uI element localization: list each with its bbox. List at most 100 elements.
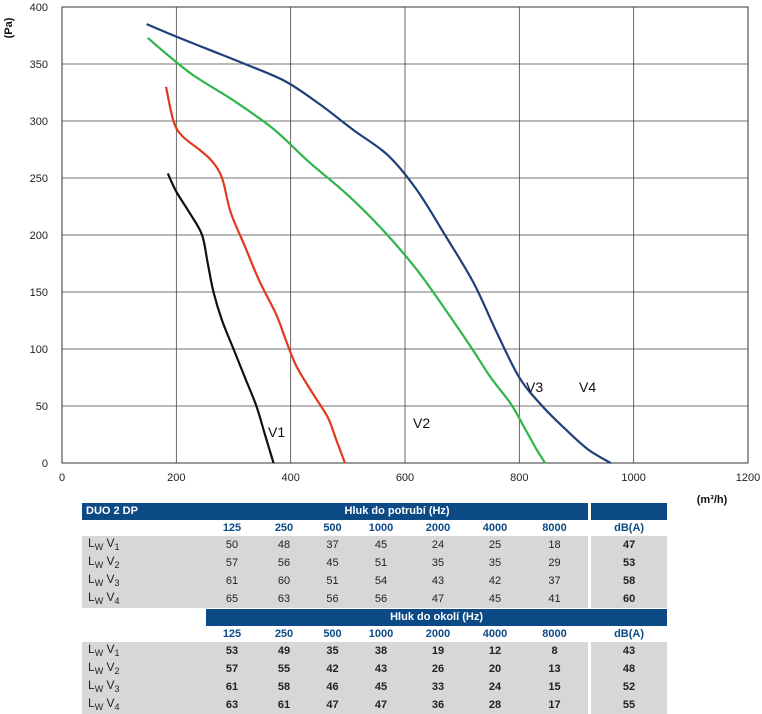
duct-noise-rows: LW V1 50 48 37 45 24 25 18 47 LW V2 57 56 45 51 35 35 29… xyxy=(82,536,668,608)
table-cell: 63 xyxy=(258,590,310,608)
y-tick-label: 200 xyxy=(30,230,48,242)
table-cell: 12 xyxy=(469,642,521,660)
performance-curves xyxy=(146,23,612,464)
table-cell: 41 xyxy=(521,590,589,608)
total-cell: 52 xyxy=(591,678,668,696)
freq-header: 1000 xyxy=(368,628,394,640)
lw-subscript: W xyxy=(94,666,104,676)
speed-number: 3 xyxy=(114,578,120,588)
env-noise-table: Hluk do okolí (Hz) 125 250 500 1000 2000… xyxy=(82,609,668,714)
y-tick-label: 300 xyxy=(30,116,48,128)
lw-symbol: L xyxy=(88,678,95,692)
row-label: LW V4 xyxy=(82,590,206,608)
total-cell: 47 xyxy=(591,536,668,554)
table-cell: 65 xyxy=(206,590,258,608)
table-cell: 24 xyxy=(469,678,521,696)
speed-symbol: V xyxy=(106,536,115,550)
speed-symbol: V xyxy=(106,642,115,656)
axis-ticks: 0 200 400 600 800 1000 1200 0 50 100 150 200 250 300 3… xyxy=(30,2,761,484)
curve-label-v2: V2 xyxy=(413,415,430,431)
env-frequency-row: 125 250 500 1000 2000 4000 8000 dB(A) xyxy=(82,626,667,642)
row-label: LW V2 xyxy=(82,554,206,572)
x-tick-label: 800 xyxy=(510,472,528,484)
table-cell: 51 xyxy=(310,572,355,590)
curve-v4 xyxy=(146,23,612,464)
table-cell: 26 xyxy=(407,660,469,678)
y-tick-label: 400 xyxy=(30,2,48,14)
x-tick-label: 1000 xyxy=(621,472,645,484)
freq-header: 4000 xyxy=(482,628,508,640)
row-label: LW V3 xyxy=(82,572,206,590)
y-tick-label: 350 xyxy=(30,59,48,71)
lw-symbol: L xyxy=(88,590,95,604)
model-name: DUO 2 DP xyxy=(82,503,206,520)
table-row: LW V4 63 61 47 47 36 28 17 55 xyxy=(82,696,668,714)
table-cell: 46 xyxy=(310,678,355,696)
table-cell: 50 xyxy=(206,536,258,554)
total-cell: 48 xyxy=(591,660,668,678)
table-cell: 53 xyxy=(206,642,258,660)
table-row: LW V4 65 63 56 56 47 45 41 60 xyxy=(82,590,668,608)
table-cell: 56 xyxy=(355,590,407,608)
duct-header-row: DUO 2 DP Hluk do potrubí (Hz) xyxy=(82,503,668,520)
table-cell: 37 xyxy=(521,572,589,590)
y-tick-label: 100 xyxy=(30,344,48,356)
lw-symbol: L xyxy=(88,696,95,710)
total-cell: 43 xyxy=(591,642,668,660)
table-cell: 61 xyxy=(206,678,258,696)
table-cell: 47 xyxy=(355,696,407,714)
speed-number: 1 xyxy=(114,542,120,552)
table-cell: 61 xyxy=(258,696,310,714)
lw-subscript: W xyxy=(94,542,104,552)
row-label: LW V3 xyxy=(82,678,206,696)
lw-subscript: W xyxy=(94,560,104,570)
curve-v2 xyxy=(164,86,347,464)
freq-header: 250 xyxy=(274,628,294,640)
lw-subscript: W xyxy=(94,578,104,588)
duct-noise-title: Hluk do potrubí (Hz) xyxy=(206,503,589,520)
freq-header: 2000 xyxy=(425,522,451,534)
speed-number: 1 xyxy=(114,648,120,658)
lw-subscript: W xyxy=(94,648,104,658)
row-label: LW V2 xyxy=(82,660,206,678)
table-cell: 28 xyxy=(469,696,521,714)
table-row: LW V1 53 49 35 38 19 12 8 43 xyxy=(82,642,668,660)
table-cell: 48 xyxy=(258,536,310,554)
curve-label-v3: V3 xyxy=(526,379,543,395)
lw-symbol: L xyxy=(88,572,95,586)
table-cell: 61 xyxy=(206,572,258,590)
speed-symbol: V xyxy=(106,572,115,586)
table-cell: 43 xyxy=(355,660,407,678)
lw-symbol: L xyxy=(88,660,95,674)
table-cell: 42 xyxy=(469,572,521,590)
total-header: dB(A) xyxy=(614,628,644,640)
x-tick-label: 200 xyxy=(167,472,185,484)
row-label: LW V1 xyxy=(82,536,206,554)
total-cell: 58 xyxy=(591,572,668,590)
table-cell: 58 xyxy=(258,678,310,696)
y-tick-label: 0 xyxy=(42,458,48,470)
row-label: LW V1 xyxy=(82,642,206,660)
speed-symbol: V xyxy=(106,590,115,604)
speed-number: 2 xyxy=(114,666,120,676)
table-cell: 45 xyxy=(469,590,521,608)
table-cell: 35 xyxy=(310,642,355,660)
table-cell: 29 xyxy=(521,554,589,572)
lw-symbol: L xyxy=(88,536,95,550)
table-cell: 35 xyxy=(407,554,469,572)
freq-header: 500 xyxy=(323,628,342,640)
table-cell: 49 xyxy=(258,642,310,660)
table-cell: 37 xyxy=(310,536,355,554)
speed-number: 3 xyxy=(114,684,120,694)
table-cell: 47 xyxy=(407,590,469,608)
x-axis-label: (m³/h) xyxy=(697,494,728,506)
fan-performance-chart: 0 200 400 600 800 1000 1200 0 50 100 150 200 250 300 3… xyxy=(3,2,761,506)
table-cell: 24 xyxy=(407,536,469,554)
freq-header: 500 xyxy=(323,522,342,534)
freq-header: 8000 xyxy=(542,628,567,640)
env-noise-title: Hluk do okolí (Hz) xyxy=(206,609,668,626)
table-row: LW V2 57 56 45 51 35 35 29 53 xyxy=(82,554,668,572)
curve-label-v1: V1 xyxy=(268,424,285,440)
speed-number: 4 xyxy=(114,596,120,606)
freq-header: 125 xyxy=(222,522,242,534)
